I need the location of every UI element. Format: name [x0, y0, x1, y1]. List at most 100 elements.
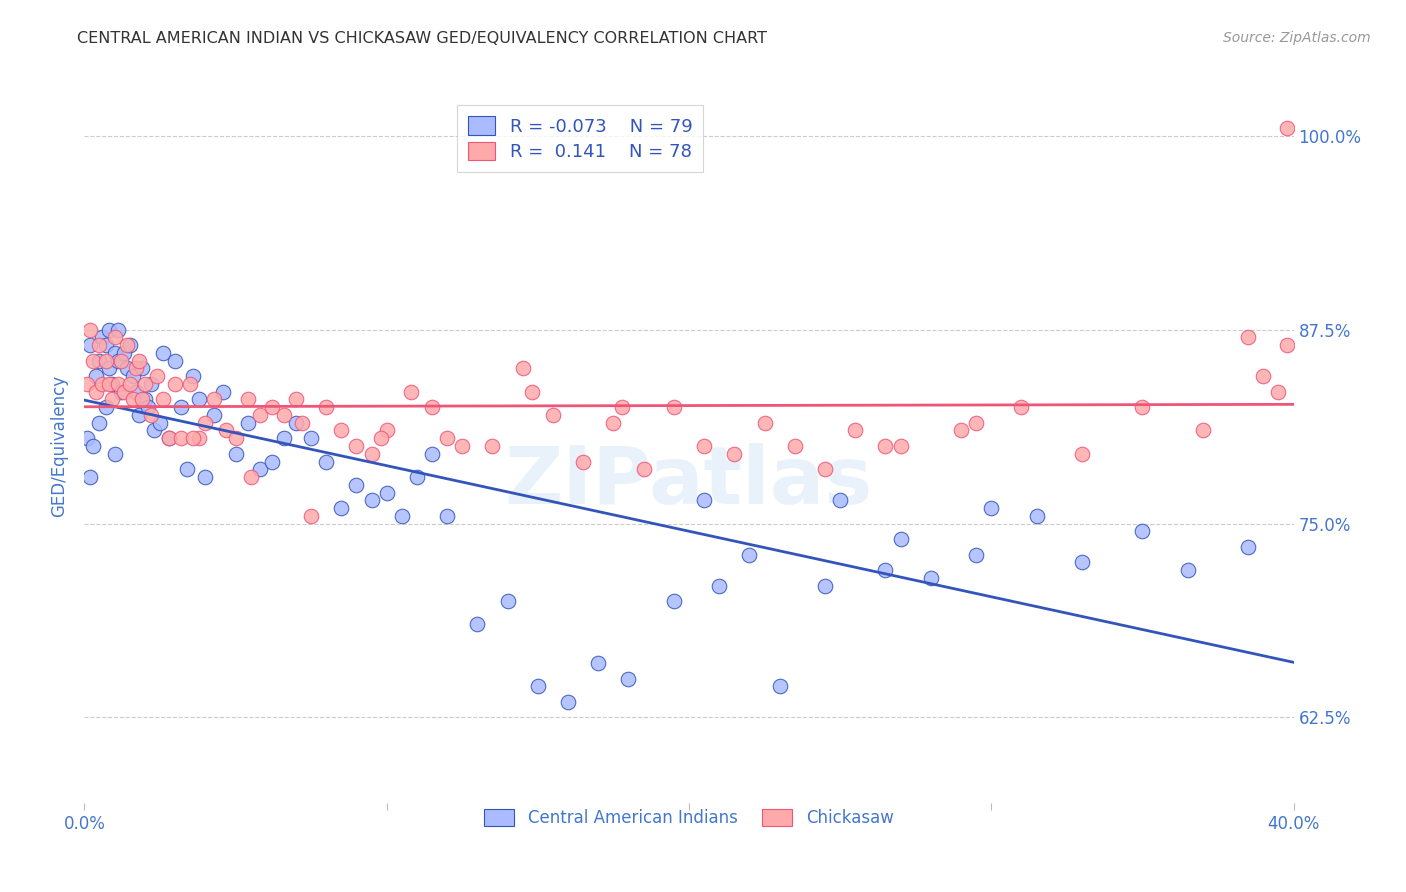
Text: Source: ZipAtlas.com: Source: ZipAtlas.com	[1223, 31, 1371, 45]
Point	[1237, 330, 1260, 344]
Point	[451, 439, 474, 453]
Point	[188, 392, 211, 407]
Point	[125, 361, 148, 376]
Point	[1253, 369, 1275, 384]
Point	[588, 656, 610, 670]
Point	[844, 424, 866, 438]
Point	[110, 353, 132, 368]
Point	[436, 431, 458, 445]
Point	[273, 408, 295, 422]
Point	[118, 338, 141, 352]
Point	[693, 493, 716, 508]
Point	[176, 462, 198, 476]
Point	[139, 408, 162, 422]
Point	[194, 416, 217, 430]
Point	[194, 470, 217, 484]
Point	[723, 447, 745, 461]
Point	[121, 369, 143, 384]
Point	[420, 447, 443, 461]
Y-axis label: GED/Equivalency: GED/Equivalency	[51, 375, 69, 517]
Point	[950, 424, 973, 438]
Point	[225, 447, 247, 461]
Point	[107, 353, 129, 368]
Point	[202, 392, 225, 407]
Point	[754, 416, 776, 430]
Point	[97, 361, 120, 376]
Point	[100, 392, 122, 407]
Point	[149, 416, 172, 430]
Point	[1277, 338, 1299, 352]
Point	[1267, 384, 1289, 399]
Point	[965, 548, 987, 562]
Point	[1071, 447, 1094, 461]
Point	[814, 462, 837, 476]
Point	[128, 353, 150, 368]
Point	[602, 416, 624, 430]
Point	[142, 424, 165, 438]
Point	[375, 424, 398, 438]
Point	[146, 369, 169, 384]
Point	[107, 323, 129, 337]
Point	[330, 424, 353, 438]
Point	[291, 416, 314, 430]
Point	[181, 431, 204, 445]
Point	[299, 431, 322, 445]
Point	[1277, 120, 1299, 135]
Point	[94, 401, 117, 415]
Point	[104, 330, 127, 344]
Point	[104, 447, 127, 461]
Point	[128, 408, 150, 422]
Point	[179, 376, 201, 391]
Point	[236, 392, 259, 407]
Point	[139, 376, 162, 391]
Point	[170, 401, 193, 415]
Point	[557, 695, 579, 709]
Point	[94, 353, 117, 368]
Point	[157, 431, 180, 445]
Point	[1177, 563, 1199, 577]
Point	[134, 376, 156, 391]
Point	[420, 401, 443, 415]
Point	[1132, 524, 1154, 539]
Point	[467, 617, 489, 632]
Point	[97, 323, 120, 337]
Point	[110, 384, 132, 399]
Point	[239, 470, 262, 484]
Point	[225, 431, 247, 445]
Point	[693, 439, 716, 453]
Point	[1025, 508, 1047, 523]
Point	[152, 392, 174, 407]
Point	[920, 571, 942, 585]
Point	[236, 416, 259, 430]
Point	[360, 447, 382, 461]
Point	[890, 439, 912, 453]
Point	[82, 353, 104, 368]
Point	[260, 454, 283, 468]
Point	[481, 439, 503, 453]
Point	[121, 392, 143, 407]
Point	[330, 501, 353, 516]
Point	[612, 401, 634, 415]
Point	[94, 338, 117, 352]
Point	[875, 563, 897, 577]
Point	[249, 462, 271, 476]
Point	[375, 485, 398, 500]
Point	[315, 401, 337, 415]
Point	[131, 392, 153, 407]
Point	[346, 477, 368, 491]
Point	[89, 353, 111, 368]
Point	[769, 680, 792, 694]
Point	[1071, 555, 1094, 569]
Point	[965, 416, 987, 430]
Point	[285, 392, 308, 407]
Point	[370, 431, 392, 445]
Point	[125, 384, 148, 399]
Point	[875, 439, 897, 453]
Point	[86, 369, 108, 384]
Point	[391, 508, 413, 523]
Point	[1237, 540, 1260, 554]
Point	[260, 401, 283, 415]
Point	[249, 408, 271, 422]
Point	[112, 384, 135, 399]
Point	[91, 376, 114, 391]
